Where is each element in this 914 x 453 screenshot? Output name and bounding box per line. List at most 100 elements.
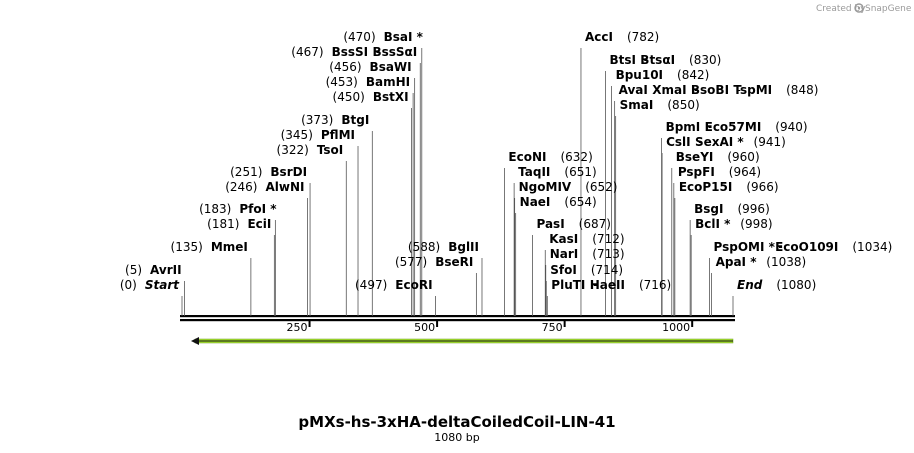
- site-position: (966): [746, 180, 778, 194]
- site-label[interactable]: NarI (713): [550, 247, 625, 261]
- site-label[interactable]: (470) BsaI *: [343, 30, 423, 44]
- site-position: (632): [560, 150, 592, 164]
- backbone-top-strand: [180, 315, 735, 318]
- site-position: (1038): [766, 255, 806, 269]
- site-label[interactable]: SmaI (850): [620, 98, 700, 112]
- site-label[interactable]: (0) Start: [120, 278, 180, 292]
- site-label[interactable]: (181) EciI: [207, 217, 271, 231]
- site-star: *: [266, 202, 277, 216]
- site-name: BtgI: [341, 113, 369, 127]
- site-label[interactable]: (246) AlwNI: [225, 180, 304, 194]
- site-label[interactable]: (497) EcoRI: [355, 278, 433, 292]
- site-label[interactable]: (456) BsaWI: [329, 60, 411, 74]
- site-position: (246): [225, 180, 257, 194]
- site-separator: -: [700, 120, 720, 134]
- site-name: TsoI: [317, 143, 343, 157]
- site-position: (322): [277, 143, 309, 157]
- site-label[interactable]: ApaI * (1038): [716, 255, 807, 269]
- site-name: BseYI: [676, 150, 714, 164]
- feature-arrowhead: [191, 337, 199, 345]
- plasmid-length: 1080 bp: [434, 431, 479, 444]
- site-position: (652): [585, 180, 617, 194]
- site-label[interactable]: CslI - SexAI * (941): [666, 135, 786, 149]
- site-label[interactable]: BtsI - BtsαI (830): [609, 53, 721, 67]
- tick-label: 250: [287, 321, 308, 334]
- site-label[interactable]: NaeI (654): [520, 195, 597, 209]
- site-star: *: [733, 135, 744, 149]
- site-name: BtsI: [609, 53, 636, 67]
- site-label[interactable]: PspOMI * - EcoO109I (1034): [714, 240, 893, 254]
- site-position: (830): [689, 53, 721, 67]
- site-position: (450): [333, 90, 365, 104]
- site-label[interactable]: (467) BssSI - BssSαI: [291, 45, 417, 59]
- site-position: (716): [639, 278, 671, 292]
- site-name: AccI: [585, 30, 613, 44]
- site-position: (577): [395, 255, 427, 269]
- site-name: BsoBI: [691, 83, 729, 97]
- site-label[interactable]: (453) BamHI: [326, 75, 411, 89]
- site-name: BsgI: [694, 202, 723, 216]
- site-name: BamHI: [366, 75, 410, 89]
- site-position: (456): [329, 60, 361, 74]
- site-label[interactable]: (183) PfoI *: [199, 202, 277, 216]
- site-star: *: [746, 255, 757, 269]
- site-name: BclI: [695, 217, 720, 231]
- site-label[interactable]: Bpu10I (842): [616, 68, 710, 82]
- site-label[interactable]: (577) BseRI: [395, 255, 473, 269]
- site-label[interactable]: End (1080): [737, 278, 816, 292]
- site-label[interactable]: AccI (782): [585, 30, 659, 44]
- site-label[interactable]: PasI (687): [536, 217, 610, 231]
- site-name: SmaI: [620, 98, 654, 112]
- site-name: BssSI: [332, 45, 369, 59]
- site-position: (712): [592, 232, 624, 246]
- site-label[interactable]: (345) PflMI: [281, 128, 355, 142]
- site-position: (687): [579, 217, 611, 231]
- site-name: EcoRI: [395, 278, 432, 292]
- site-label[interactable]: PspFI (964): [678, 165, 761, 179]
- plasmid-title: pMXs-hs-3xHA-deltaCoiledCoil-LIN-41: [298, 413, 615, 431]
- site-position: (1080): [776, 278, 816, 292]
- site-name: BsrDI: [270, 165, 307, 179]
- site-label[interactable]: (322) TsoI: [277, 143, 344, 157]
- site-label[interactable]: EcoP15I (966): [679, 180, 779, 194]
- feature-arrow[interactable]: [191, 337, 734, 345]
- site-label[interactable]: SfoI (714): [550, 263, 623, 277]
- site-name: EcoO109I: [775, 240, 838, 254]
- site-name: End: [737, 278, 763, 292]
- site-label[interactable]: (588) BglII: [408, 240, 479, 254]
- site-label[interactable]: AvaI - XmaI - BsoBI - TspMI (848): [619, 83, 819, 97]
- site-position: (960): [727, 150, 759, 164]
- site-name: PasI: [536, 217, 564, 231]
- site-label[interactable]: BpmI - Eco57MI (940): [666, 120, 808, 134]
- site-label[interactable]: (450) BstXI: [333, 90, 409, 104]
- site-separator: -: [585, 278, 605, 292]
- position-ticks: 250 500 750 1000: [287, 321, 694, 334]
- site-position: (964): [729, 165, 761, 179]
- site-label[interactable]: BclI * (998): [695, 217, 772, 231]
- site-label[interactable]: KasI (712): [549, 232, 624, 246]
- site-label[interactable]: NgoMIV (652): [519, 180, 618, 194]
- site-label[interactable]: (5) AvrII: [125, 263, 182, 277]
- site-name: BglII: [448, 240, 479, 254]
- site-separator: -: [687, 83, 707, 97]
- site-label[interactable]: BseYI (960): [676, 150, 760, 164]
- site-name: BstXI: [373, 90, 409, 104]
- site-position: (497): [355, 278, 387, 292]
- site-position: (467): [291, 45, 323, 59]
- site-label[interactable]: (373) BtgI: [301, 113, 369, 127]
- site-label[interactable]: PluTI - HaeII (716): [551, 278, 671, 292]
- site-labels: (0) Start(5) AvrII (135) MmeI (181) EciI (183) P…: [120, 30, 892, 292]
- snapgene-logo: [854, 3, 864, 13]
- site-label[interactable]: EcoNI (632): [508, 150, 592, 164]
- site-name: HaeII: [590, 278, 625, 292]
- site-name: XmaI: [652, 83, 686, 97]
- site-label[interactable]: BsgI (996): [694, 202, 770, 216]
- site-position: (345): [281, 128, 313, 142]
- site-separator: -: [771, 240, 791, 254]
- site-name: SexAI: [695, 135, 733, 149]
- site-label[interactable]: (251) BsrDI: [230, 165, 307, 179]
- site-position: (996): [737, 202, 769, 216]
- site-label[interactable]: TaqII (651): [518, 165, 597, 179]
- site-label[interactable]: (135) MmeI: [171, 240, 248, 254]
